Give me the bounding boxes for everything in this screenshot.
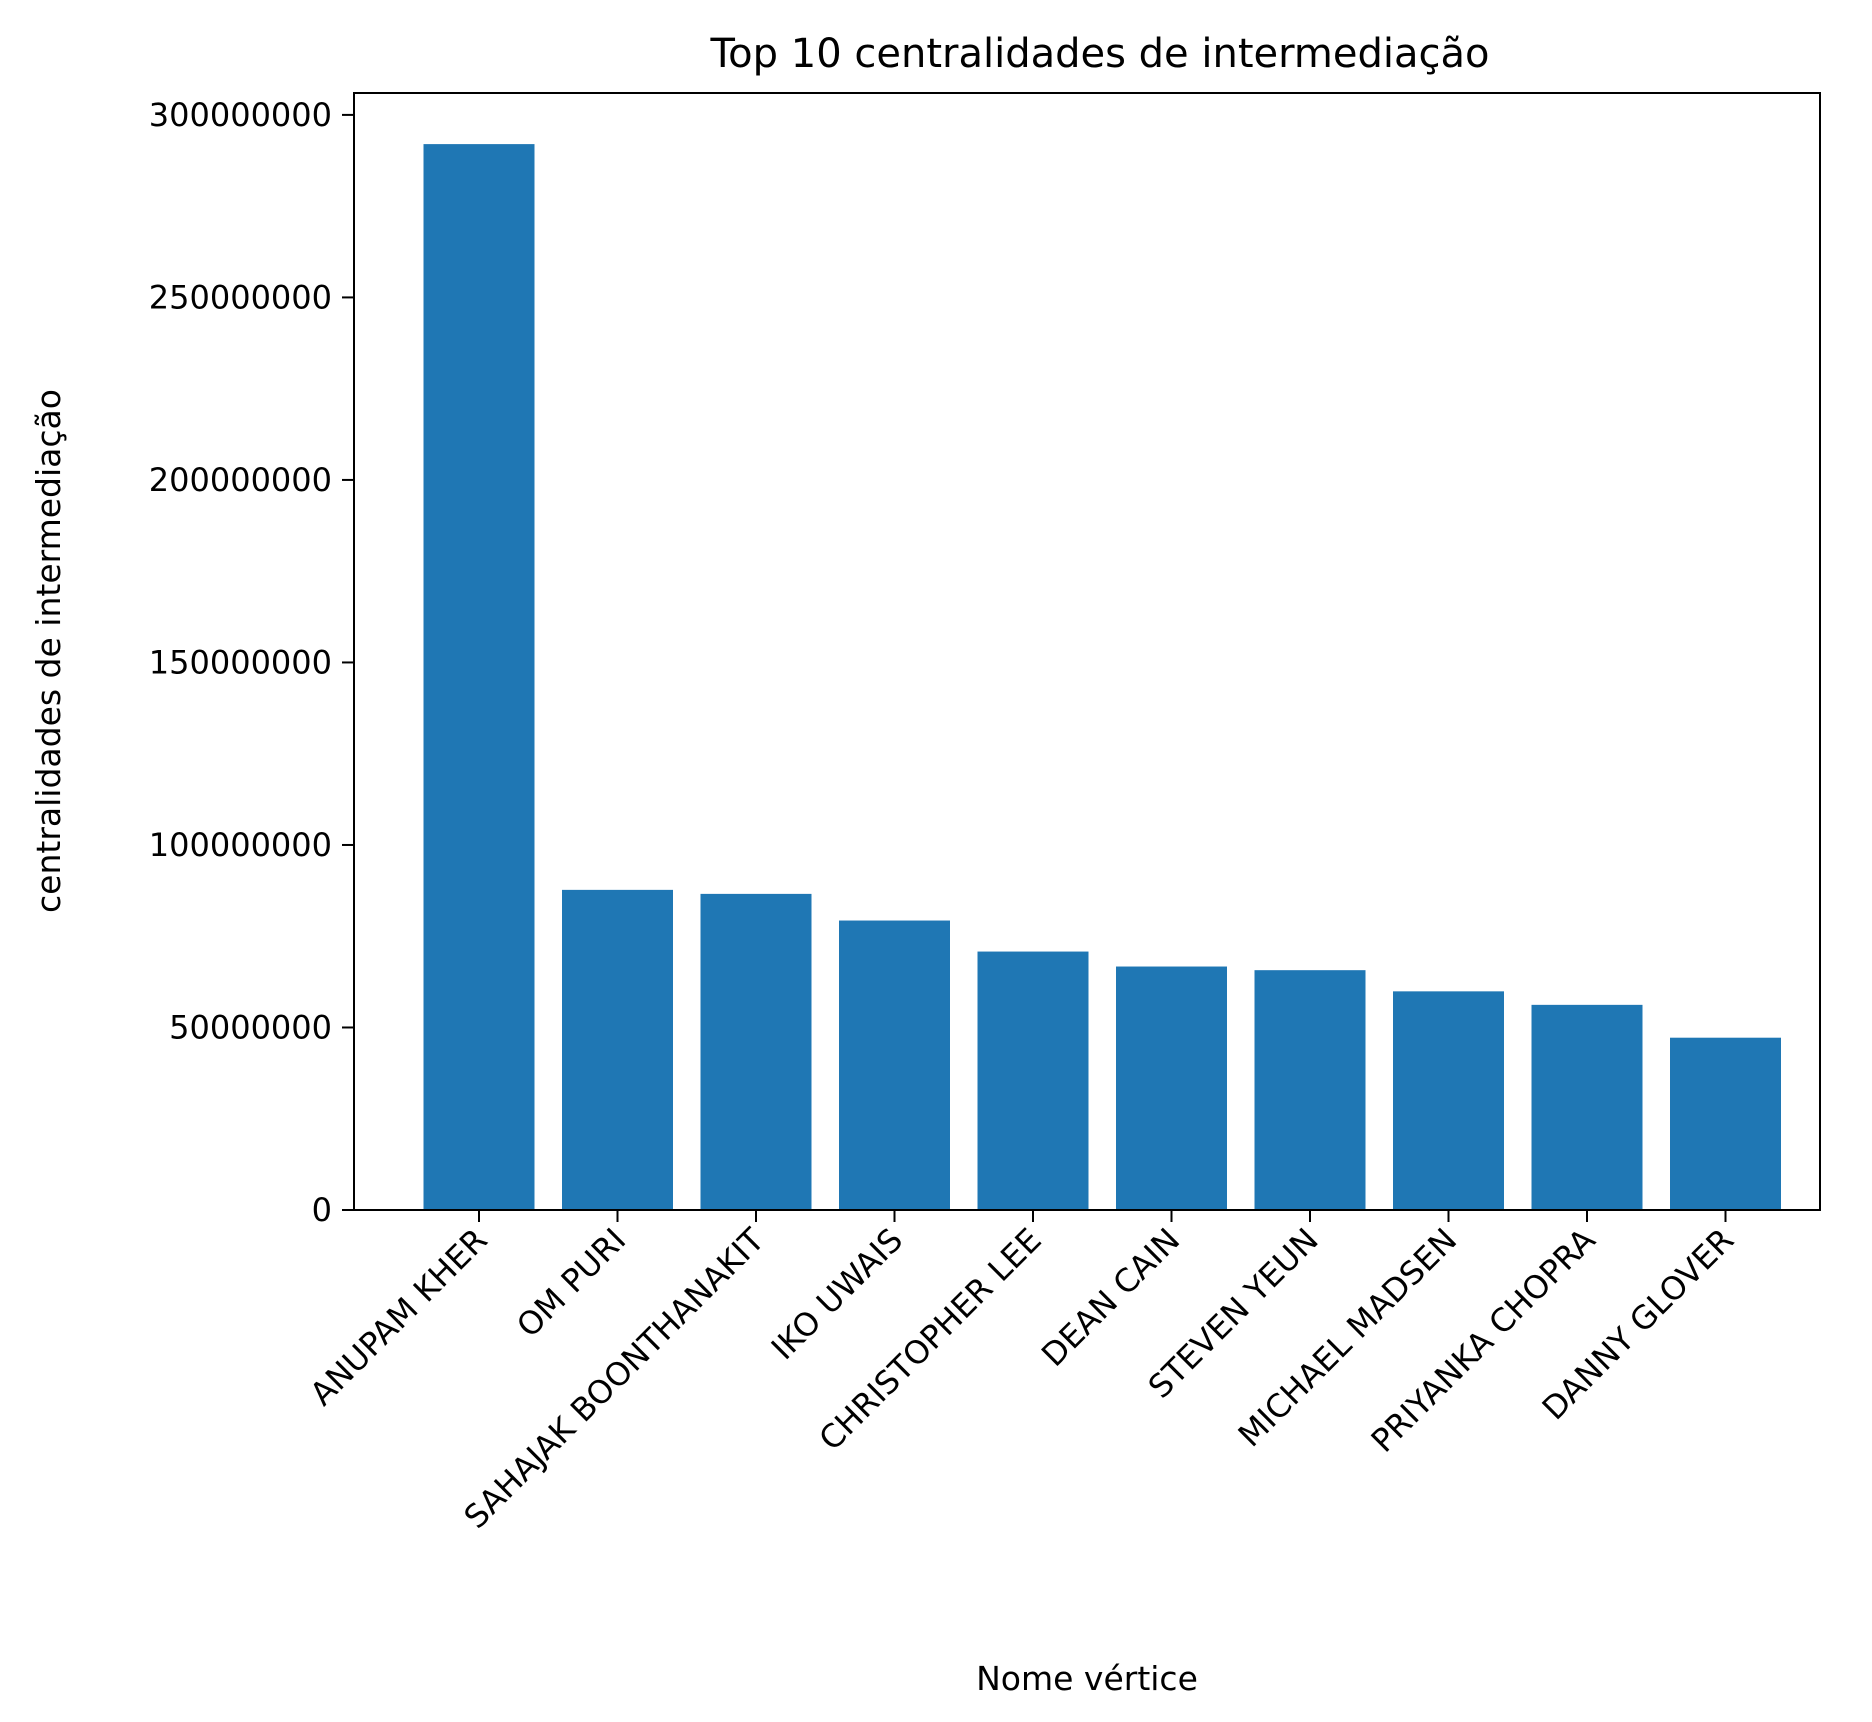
y-tick-label: 0 [312, 1191, 332, 1229]
y-axis-label: centralidades de intermediação [29, 389, 68, 913]
y-tick-label: 200000000 [149, 461, 332, 499]
bar [977, 951, 1089, 1210]
bar [562, 889, 673, 1210]
bar [423, 144, 535, 1210]
y-tick-label: 300000000 [149, 96, 332, 134]
chart-title: Top 10 centralidades de intermediação [710, 31, 1490, 77]
y-tick-label: 150000000 [149, 643, 332, 681]
bar [1393, 991, 1504, 1210]
bar [1670, 1037, 1781, 1210]
y-tick-label: 250000000 [149, 278, 332, 316]
bar [700, 893, 812, 1210]
x-axis-label: Nome vértice [976, 1659, 1198, 1698]
y-tick-label: 100000000 [149, 826, 332, 864]
bars-group [423, 144, 1781, 1210]
plot-frame [353, 92, 1821, 1211]
bar [1254, 970, 1366, 1210]
bar [1116, 966, 1227, 1210]
y-tick-label: 50000000 [169, 1008, 332, 1046]
bar [1531, 1004, 1643, 1210]
y-axis: 0 50000000 100000000 150000000 200000000 2500… [149, 96, 354, 1229]
bar [839, 920, 950, 1210]
